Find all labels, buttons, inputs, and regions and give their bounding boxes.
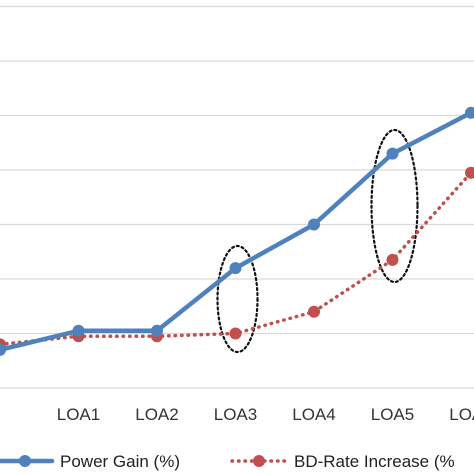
data-point: [151, 324, 163, 337]
x-tick-label: LOA1: [57, 405, 100, 424]
legend: Power Gain (%) BD-Rate Increase (%: [0, 452, 455, 471]
x-tick-label: LOA3: [214, 405, 257, 424]
data-point: [308, 218, 320, 231]
x-tick-label: LOA2: [135, 405, 178, 424]
data-point: [229, 327, 242, 340]
data-point: [465, 106, 474, 119]
annotation-ellipse: [370, 128, 419, 284]
x-tick-label: LOA6: [449, 405, 474, 424]
legend-label: BD-Rate Increase (%: [294, 452, 455, 471]
data-point: [229, 262, 242, 275]
annotation-ellipses: [216, 128, 419, 354]
legend-swatch-marker: [19, 455, 31, 467]
x-tick-label: LOA4: [292, 405, 335, 424]
x-axis-tick-labels: LOA1 LOA2 LOA3 LOA4 LOA5 LOA6: [57, 405, 474, 424]
data-point: [386, 147, 399, 160]
data-point: [72, 324, 85, 337]
series-line: [0, 107, 474, 353]
legend-label: Power Gain (%): [60, 452, 180, 471]
data-point: [0, 343, 6, 356]
data-point: [465, 166, 474, 179]
x-tick-label: LOA5: [371, 405, 414, 424]
series-line: [0, 166, 474, 347]
annotation-ellipse: [216, 244, 259, 354]
data-point: [308, 305, 320, 318]
data-point: [386, 253, 399, 266]
legend-swatch-marker: [253, 455, 265, 467]
series-lines: [0, 106, 474, 356]
